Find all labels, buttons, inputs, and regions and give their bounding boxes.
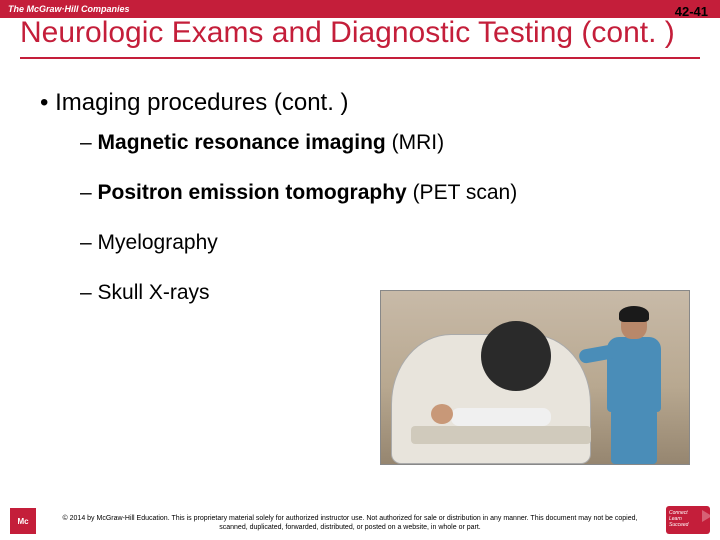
tech-hair — [619, 306, 649, 322]
sub-item-mri: – Magnetic resonance imaging (MRI) — [80, 131, 690, 155]
brand-text: The McGraw·Hill Companies — [8, 4, 130, 14]
patient-body — [451, 408, 551, 426]
sub-rest: Skull X-rays — [98, 281, 210, 304]
technician — [599, 309, 669, 464]
page-number: 42-41 — [675, 4, 708, 19]
patient-head — [431, 404, 453, 424]
mcgraw-logo-icon: Mc — [10, 508, 36, 534]
sub-item-pet: – Positron emission tomography (PET scan… — [80, 181, 690, 205]
sub-rest: (PET scan) — [407, 181, 517, 204]
sub-rest: Myelography — [98, 231, 218, 254]
scanner-bore — [481, 321, 551, 391]
main-bullet: • Imaging procedures (cont. ) — [40, 89, 690, 117]
ct-scan-image — [380, 290, 690, 465]
logo-left-text: Mc — [17, 517, 28, 526]
connect-learn-succeed-icon: Connect Learn Succeed — [666, 506, 710, 534]
slide-title: Neurologic Exams and Diagnostic Testing … — [0, 16, 720, 57]
content-area: • Imaging procedures (cont. ) – Magnetic… — [0, 59, 720, 305]
tech-legs — [611, 409, 657, 464]
scanner-table — [411, 426, 591, 444]
sub-list: – Magnetic resonance imaging (MRI) – Pos… — [40, 131, 690, 305]
main-bullet-text: Imaging procedures (cont. ) — [55, 89, 348, 116]
logo-right-text: Connect Learn Succeed — [669, 510, 688, 528]
sub-item-myelography: – Myelography — [80, 231, 690, 255]
sub-rest: (MRI) — [386, 131, 444, 154]
copyright-text: © 2014 by McGraw-Hill Education. This is… — [50, 515, 650, 532]
sub-bold: Positron emission tomography — [98, 181, 407, 204]
sub-bold: Magnetic resonance imaging — [98, 131, 386, 154]
logo-r-l3: Succeed — [669, 522, 688, 528]
footer: Mc © 2014 by McGraw-Hill Education. This… — [0, 500, 720, 540]
